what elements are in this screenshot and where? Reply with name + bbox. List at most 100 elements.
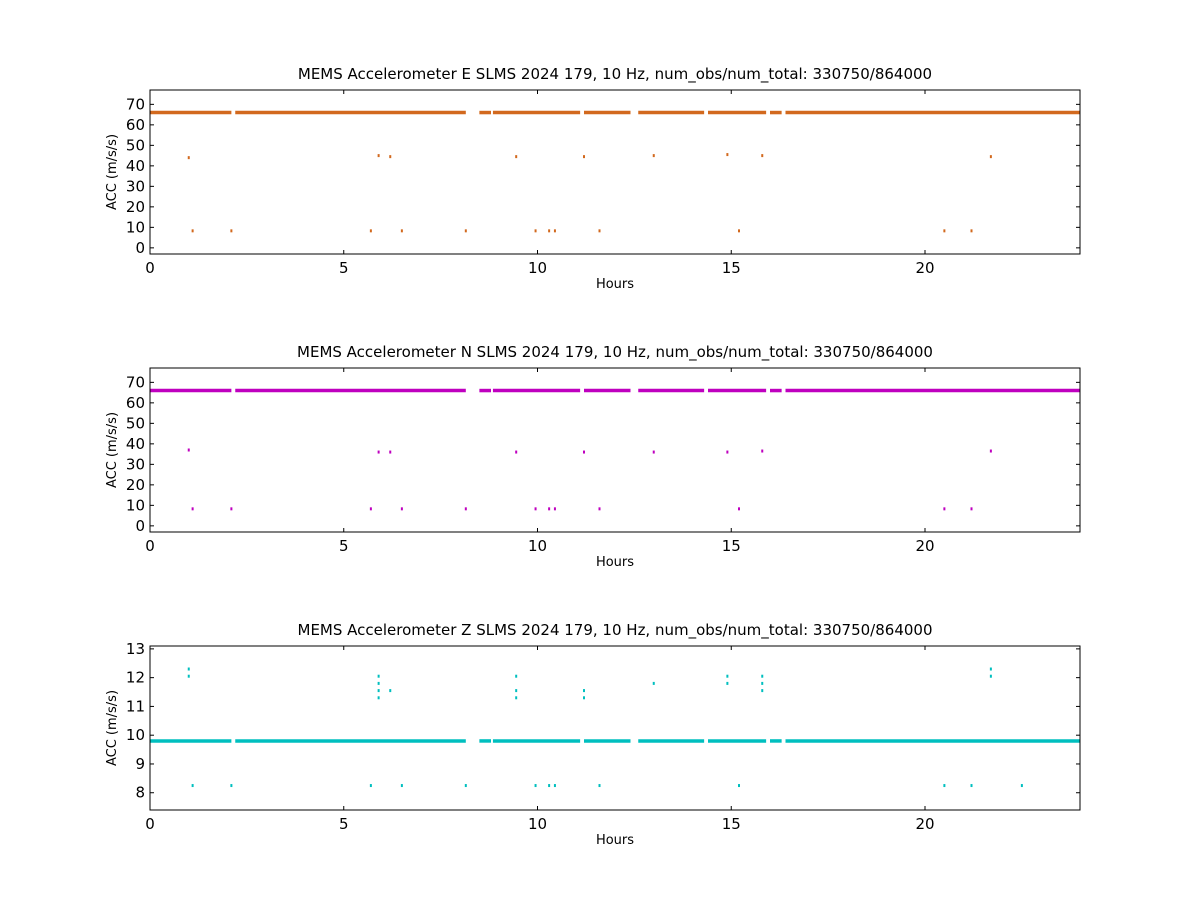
- data-point: [369, 784, 372, 788]
- data-point: [377, 696, 380, 700]
- data-point: [389, 450, 392, 454]
- data-point: [583, 155, 585, 159]
- y-tick-label: 12: [126, 669, 145, 687]
- data-point: [989, 674, 992, 678]
- data-point: [943, 507, 946, 511]
- y-tick-label: 10: [126, 726, 145, 744]
- data-point: [652, 450, 655, 454]
- data-point: [1020, 784, 1023, 788]
- chart-title: MEMS Accelerometer N SLMS 2024 179, 10 H…: [297, 343, 933, 362]
- y-tick-label: 9: [135, 755, 145, 773]
- data-point: [187, 674, 190, 678]
- data-point: [548, 229, 551, 233]
- data-point: [970, 507, 973, 511]
- data-point: [515, 689, 518, 693]
- x-tick-label: 0: [145, 259, 155, 277]
- data-point: [515, 155, 518, 159]
- data-point: [515, 450, 518, 454]
- data-point: [400, 229, 403, 233]
- x-tick-label: 5: [339, 815, 349, 833]
- data-point: [377, 681, 380, 685]
- axes-frame: [149, 645, 1081, 811]
- y-axis-label: ACC (m/s/s): [105, 134, 120, 210]
- y-tick-label: 40: [126, 435, 145, 453]
- x-tick-label: 5: [339, 259, 349, 277]
- data-point: [377, 689, 380, 693]
- data-point: [726, 153, 729, 157]
- data-point: [989, 155, 992, 159]
- chart-panel-3: MEMS Accelerometer Z SLMS 2024 179, 10 H…: [105, 621, 1081, 848]
- data-point: [598, 784, 601, 788]
- x-axis-label: Hours: [596, 833, 634, 848]
- y-tick-label: 60: [126, 116, 145, 134]
- chart-panel-1: MEMS Accelerometer E SLMS 2024 179, 10 H…: [105, 65, 1081, 292]
- data-point: [583, 450, 585, 454]
- data-point: [970, 229, 973, 233]
- y-tick-label: 60: [126, 394, 145, 412]
- data-point: [738, 507, 740, 511]
- data-point: [187, 448, 190, 452]
- data-point: [515, 696, 518, 700]
- data-point: [761, 689, 764, 693]
- data-point: [464, 229, 467, 233]
- x-axis-label: Hours: [596, 277, 634, 292]
- data-point: [400, 784, 403, 788]
- data-point: [534, 229, 537, 233]
- y-tick-label: 20: [126, 198, 145, 216]
- y-axis-label: ACC (m/s/s): [105, 690, 120, 766]
- y-tick-label: 0: [135, 517, 145, 535]
- data-point: [230, 784, 233, 788]
- data-point: [970, 784, 973, 788]
- y-tick-label: 50: [126, 136, 145, 154]
- data-point: [738, 784, 740, 788]
- y-tick-label: 30: [126, 177, 145, 195]
- data-point: [369, 507, 372, 511]
- data-point: [389, 689, 392, 693]
- y-tick-label: 0: [135, 239, 145, 257]
- x-tick-label: 20: [915, 815, 934, 833]
- data-point: [191, 229, 194, 233]
- data-point: [464, 784, 467, 788]
- x-tick-label: 15: [722, 259, 741, 277]
- chart-panel-2: MEMS Accelerometer N SLMS 2024 179, 10 H…: [105, 343, 1081, 570]
- data-point: [598, 229, 601, 233]
- data-point: [761, 674, 764, 678]
- x-axis-label: Hours: [596, 555, 634, 570]
- x-tick-label: 10: [528, 259, 547, 277]
- data-point: [652, 154, 655, 158]
- y-tick-label: 70: [126, 95, 145, 113]
- data-point: [187, 156, 190, 160]
- y-tick-label: 40: [126, 157, 145, 175]
- data-point: [548, 507, 551, 511]
- data-point: [943, 229, 946, 233]
- data-point: [230, 229, 233, 233]
- data-point: [377, 450, 380, 454]
- x-tick-label: 15: [722, 815, 741, 833]
- data-point: [598, 507, 601, 511]
- axes-frame: [149, 89, 1081, 255]
- y-tick-label: 10: [126, 496, 145, 514]
- data-point: [377, 154, 380, 158]
- data-point: [187, 667, 190, 671]
- data-point: [943, 784, 946, 788]
- data-point: [989, 667, 992, 671]
- data-point: [377, 674, 380, 678]
- y-tick-label: 10: [126, 218, 145, 236]
- data-point: [583, 696, 585, 700]
- data-point: [191, 784, 194, 788]
- x-tick-label: 5: [339, 537, 349, 555]
- data-point: [726, 450, 729, 454]
- x-tick-label: 0: [145, 815, 155, 833]
- data-point: [534, 507, 537, 511]
- x-tick-label: 0: [145, 537, 155, 555]
- y-tick-label: 13: [126, 640, 145, 658]
- data-point: [726, 681, 729, 685]
- data-point: [389, 155, 392, 159]
- y-tick-label: 30: [126, 455, 145, 473]
- data-point: [230, 507, 233, 511]
- y-tick-label: 11: [126, 697, 145, 715]
- data-point: [738, 229, 740, 233]
- y-tick-label: 50: [126, 414, 145, 432]
- data-point: [464, 507, 467, 511]
